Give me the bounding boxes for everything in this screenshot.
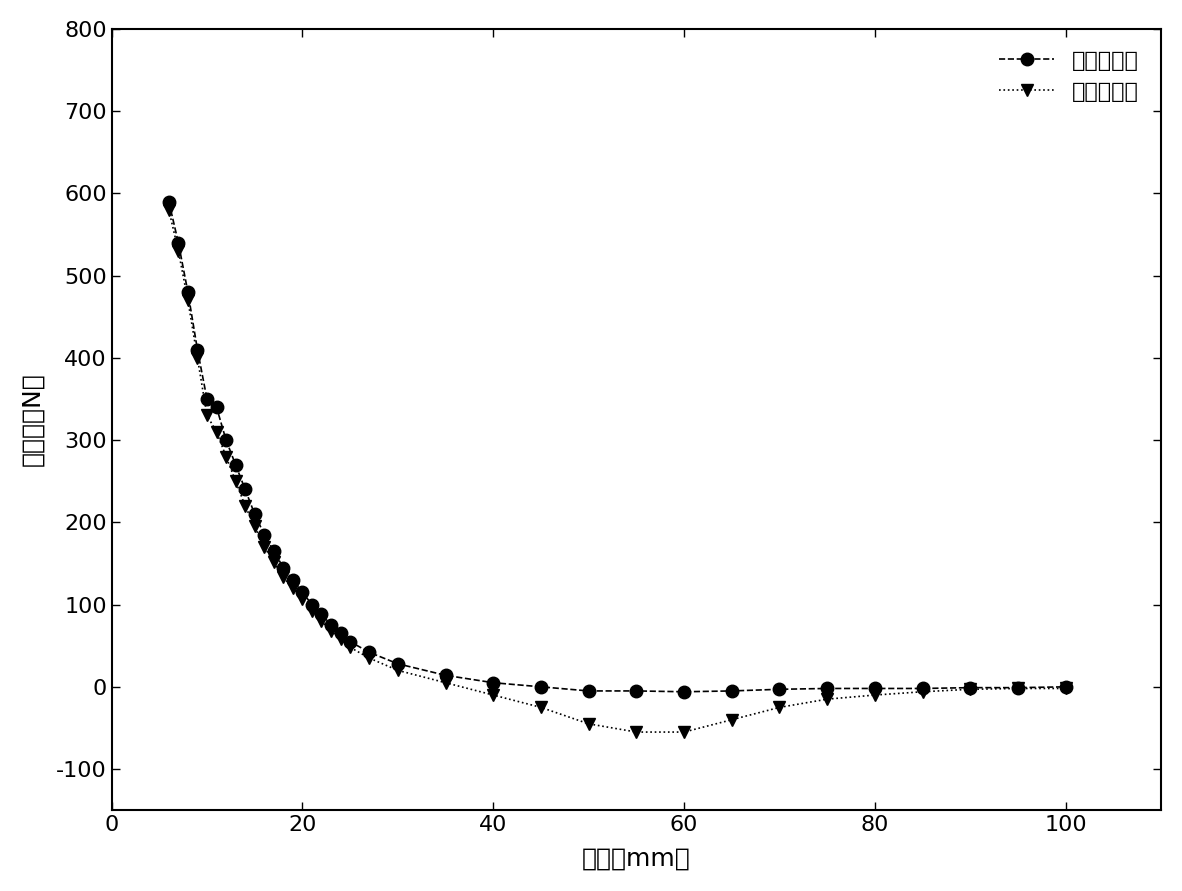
双层超导体 bbox=[219, 451, 233, 462]
单层超导体 bbox=[267, 546, 281, 557]
双层超导体 bbox=[181, 295, 195, 306]
双层超导体 bbox=[277, 572, 291, 583]
双层超导体 bbox=[314, 616, 329, 626]
Y-axis label: 磁浮力（N）: 磁浮力（N） bbox=[21, 372, 45, 466]
双层超导体 bbox=[629, 727, 643, 738]
双层超导体 bbox=[267, 557, 281, 568]
单层超导体 bbox=[629, 685, 643, 696]
双层超导体 bbox=[258, 542, 272, 552]
单层超导体 bbox=[314, 609, 329, 620]
单层超导体 bbox=[181, 287, 195, 298]
单层超导体 bbox=[916, 683, 930, 694]
双层超导体 bbox=[391, 665, 405, 675]
单层超导体 bbox=[362, 647, 376, 658]
单层超导体 bbox=[277, 562, 291, 573]
单层超导体 bbox=[820, 683, 834, 694]
单层超导体 bbox=[171, 237, 186, 248]
单层超导体 bbox=[247, 509, 261, 519]
单层超导体 bbox=[963, 683, 978, 693]
双层超导体 bbox=[171, 246, 186, 257]
单层超导体 bbox=[677, 686, 691, 697]
Line: 双层超导体: 双层超导体 bbox=[163, 204, 1071, 738]
双层超导体 bbox=[296, 593, 310, 604]
双层超导体 bbox=[200, 410, 214, 421]
双层超导体 bbox=[162, 204, 176, 215]
双层超导体 bbox=[1059, 683, 1073, 694]
单层超导体 bbox=[228, 460, 242, 470]
单层超导体 bbox=[486, 677, 500, 688]
单层超导体 bbox=[391, 658, 405, 669]
单层超导体 bbox=[868, 683, 882, 694]
单层超导体 bbox=[343, 636, 357, 647]
单层超导体 bbox=[1011, 683, 1025, 693]
双层超导体 bbox=[582, 718, 596, 729]
双层超导体 bbox=[209, 427, 223, 437]
双层超导体 bbox=[343, 642, 357, 653]
双层超导体 bbox=[228, 476, 242, 486]
双层超导体 bbox=[286, 583, 300, 593]
双层超导体 bbox=[247, 521, 261, 532]
单层超导体 bbox=[439, 670, 453, 681]
单层超导体 bbox=[219, 435, 233, 446]
双层超导体 bbox=[333, 634, 348, 644]
单层超导体 bbox=[582, 685, 596, 696]
双层超导体 bbox=[963, 684, 978, 695]
双层超导体 bbox=[820, 694, 834, 705]
双层超导体 bbox=[190, 353, 204, 364]
单层超导体 bbox=[200, 394, 214, 405]
单层超导体 bbox=[209, 402, 223, 413]
单层超导体 bbox=[324, 620, 338, 631]
双层超导体 bbox=[534, 702, 548, 713]
单层超导体 bbox=[296, 587, 310, 598]
单层超导体 bbox=[534, 682, 548, 692]
Line: 单层超导体: 单层超导体 bbox=[163, 195, 1072, 698]
双层超导体 bbox=[439, 677, 453, 688]
单层超导体 bbox=[286, 575, 300, 585]
双层超导体 bbox=[238, 501, 252, 511]
双层超导体 bbox=[305, 606, 319, 617]
单层超导体 bbox=[725, 685, 739, 696]
单层超导体 bbox=[305, 600, 319, 610]
双层超导体 bbox=[486, 690, 500, 700]
单层超导体 bbox=[190, 344, 204, 355]
单层超导体 bbox=[772, 684, 786, 695]
单层超导体 bbox=[162, 196, 176, 207]
双层超导体 bbox=[362, 653, 376, 664]
双层超导体 bbox=[1011, 683, 1025, 694]
单层超导体 bbox=[333, 628, 348, 639]
单层超导体 bbox=[258, 529, 272, 540]
双层超导体 bbox=[772, 702, 786, 713]
双层超导体 bbox=[725, 715, 739, 725]
双层超导体 bbox=[868, 690, 882, 700]
Legend: 单层超导体, 双层超导体: 单层超导体, 双层超导体 bbox=[988, 40, 1150, 113]
双层超导体 bbox=[324, 625, 338, 636]
单层超导体 bbox=[238, 484, 252, 495]
单层超导体 bbox=[1059, 682, 1073, 692]
双层超导体 bbox=[916, 686, 930, 697]
双层超导体 bbox=[677, 727, 691, 738]
X-axis label: 间距（mm）: 间距（mm） bbox=[582, 846, 690, 871]
